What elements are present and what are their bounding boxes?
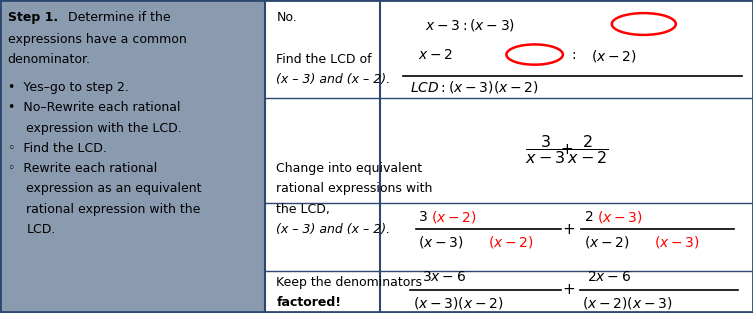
Text: LCD.: LCD. [26, 223, 56, 236]
Text: expression with the LCD.: expression with the LCD. [26, 121, 182, 135]
Text: $(x-2)$: $(x-2)$ [584, 233, 630, 249]
Text: •  No–Rewrite each rational: • No–Rewrite each rational [8, 101, 180, 114]
Text: $:$: $:$ [569, 48, 576, 62]
Text: $x-3 : (x-3)$: $x-3 : (x-3)$ [425, 17, 516, 33]
Text: $(x-2)$: $(x-2)$ [431, 209, 477, 225]
Text: rational expression with the: rational expression with the [26, 203, 201, 216]
Text: $(x-3)(x-2)$: $(x-3)(x-2)$ [413, 295, 503, 311]
Text: $(x-3)$: $(x-3)$ [418, 233, 464, 249]
Text: $3$: $3$ [418, 210, 428, 224]
Text: $+$: $+$ [562, 282, 575, 297]
FancyBboxPatch shape [0, 0, 265, 312]
Text: $(x-2)$: $(x-2)$ [488, 233, 534, 249]
Text: $\dfrac{3}{x-3}$: $\dfrac{3}{x-3}$ [525, 133, 566, 166]
Text: expression as an equivalent: expression as an equivalent [26, 182, 202, 195]
Text: •  Yes–go to step 2.: • Yes–go to step 2. [8, 81, 129, 94]
Text: $(x-2)$: $(x-2)$ [591, 48, 637, 64]
Text: $+$: $+$ [562, 222, 575, 237]
Text: Keep the denominators: Keep the denominators [276, 276, 422, 289]
Text: $(x-3)$: $(x-3)$ [597, 209, 643, 225]
Text: expressions have a common: expressions have a common [8, 33, 186, 46]
Text: $2$: $2$ [584, 210, 593, 224]
Text: Change into equivalent: Change into equivalent [276, 162, 422, 175]
Text: ◦  Find the LCD.: ◦ Find the LCD. [8, 142, 106, 155]
Text: denominator.: denominator. [8, 53, 90, 66]
Text: $(x-2)(x-3)$: $(x-2)(x-3)$ [582, 295, 672, 311]
Text: (x – 3) and (x – 2).: (x – 3) and (x – 2). [276, 223, 391, 236]
FancyBboxPatch shape [265, 0, 753, 312]
Text: $(x-3)$: $(x-3)$ [654, 233, 700, 249]
Text: $2x-6$: $2x-6$ [587, 270, 631, 284]
Text: $x-2$: $x-2$ [418, 48, 453, 62]
Text: Find the LCD of: Find the LCD of [276, 53, 372, 66]
Text: factored!: factored! [276, 296, 341, 309]
Text: $LCD : (x-3)(x-2)$: $LCD : (x-3)(x-2)$ [410, 80, 539, 95]
Text: Step 1.: Step 1. [8, 11, 58, 24]
Text: $\dfrac{2}{x-2}$: $\dfrac{2}{x-2}$ [566, 133, 608, 166]
Text: (x – 3) and (x – 2).: (x – 3) and (x – 2). [276, 73, 391, 86]
Text: ◦  Rewrite each rational: ◦ Rewrite each rational [8, 162, 157, 175]
Text: $+$: $+$ [560, 142, 573, 157]
Text: $3x-6$: $3x-6$ [422, 270, 465, 284]
Text: the LCD,: the LCD, [276, 203, 331, 216]
Text: Determine if the: Determine if the [64, 11, 171, 24]
Text: No.: No. [276, 11, 297, 24]
Text: rational expressions with: rational expressions with [276, 182, 433, 195]
